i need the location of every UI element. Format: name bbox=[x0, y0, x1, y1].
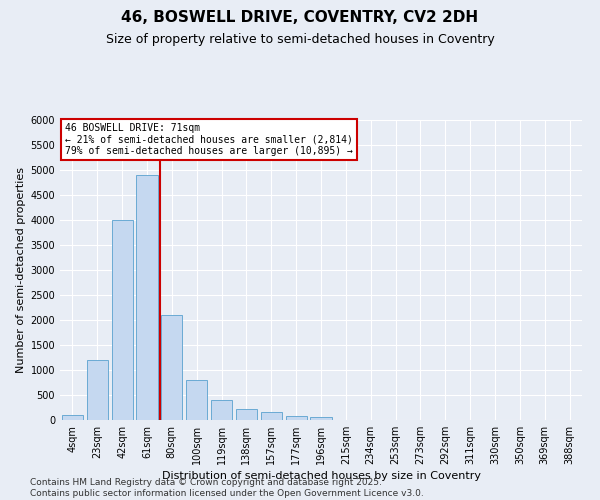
Bar bbox=[211, 400, 232, 420]
Bar bbox=[186, 380, 207, 420]
Text: 46, BOSWELL DRIVE, COVENTRY, CV2 2DH: 46, BOSWELL DRIVE, COVENTRY, CV2 2DH bbox=[121, 10, 479, 25]
Text: Size of property relative to semi-detached houses in Coventry: Size of property relative to semi-detach… bbox=[106, 32, 494, 46]
Bar bbox=[62, 415, 83, 420]
Bar bbox=[236, 409, 257, 420]
Bar bbox=[261, 412, 282, 420]
Bar bbox=[286, 416, 307, 420]
Y-axis label: Number of semi-detached properties: Number of semi-detached properties bbox=[16, 167, 26, 373]
X-axis label: Distribution of semi-detached houses by size in Coventry: Distribution of semi-detached houses by … bbox=[161, 471, 481, 481]
Bar bbox=[310, 417, 332, 420]
Bar bbox=[112, 220, 133, 420]
Bar bbox=[87, 360, 108, 420]
Text: 46 BOSWELL DRIVE: 71sqm
← 21% of semi-detached houses are smaller (2,814)
79% of: 46 BOSWELL DRIVE: 71sqm ← 21% of semi-de… bbox=[65, 123, 353, 156]
Bar bbox=[136, 175, 158, 420]
Bar bbox=[161, 315, 182, 420]
Text: Contains HM Land Registry data © Crown copyright and database right 2025.
Contai: Contains HM Land Registry data © Crown c… bbox=[30, 478, 424, 498]
